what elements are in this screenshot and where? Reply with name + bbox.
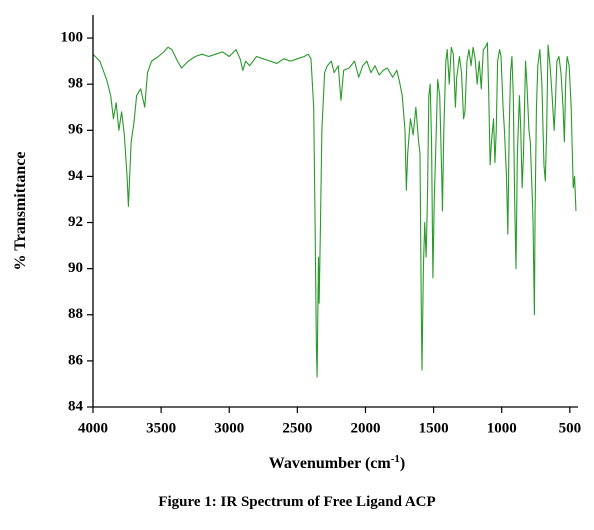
x-tick-label: 1500 (419, 420, 449, 436)
x-tick-label: 4000 (78, 420, 108, 436)
x-tick-label: 3500 (146, 420, 176, 436)
x-tick-label: 1000 (487, 420, 517, 436)
y-tick-label: 84 (68, 398, 84, 414)
x-tick-label: 3000 (214, 420, 244, 436)
x-axis-title-text: Wavenumber (cm (269, 455, 392, 472)
figure-caption: Figure 1: IR Spectrum of Free Ligand ACP (158, 494, 435, 510)
y-tick-label: 86 (68, 352, 84, 368)
y-tick-label: 98 (68, 76, 83, 92)
y-tick-label: 90 (68, 260, 83, 276)
spectrum-line (92, 42, 577, 378)
y-tick-label: 94 (68, 168, 84, 184)
x-tick-label: 2500 (282, 420, 312, 436)
x-tick-label: 2000 (350, 420, 380, 436)
y-tick-label: 92 (68, 214, 83, 230)
y-tick-label: 100 (61, 29, 84, 45)
y-axis-title: % Transmittance (12, 152, 29, 271)
y-tick-label: 96 (68, 122, 84, 138)
x-axis-title: Wavenumber (cm-1) (269, 453, 405, 472)
x-axis-title-tail: ) (400, 455, 405, 472)
x-axis-title-sup: -1 (391, 453, 400, 465)
y-tick-label: 88 (68, 306, 83, 322)
x-tick-label: 500 (559, 420, 582, 436)
